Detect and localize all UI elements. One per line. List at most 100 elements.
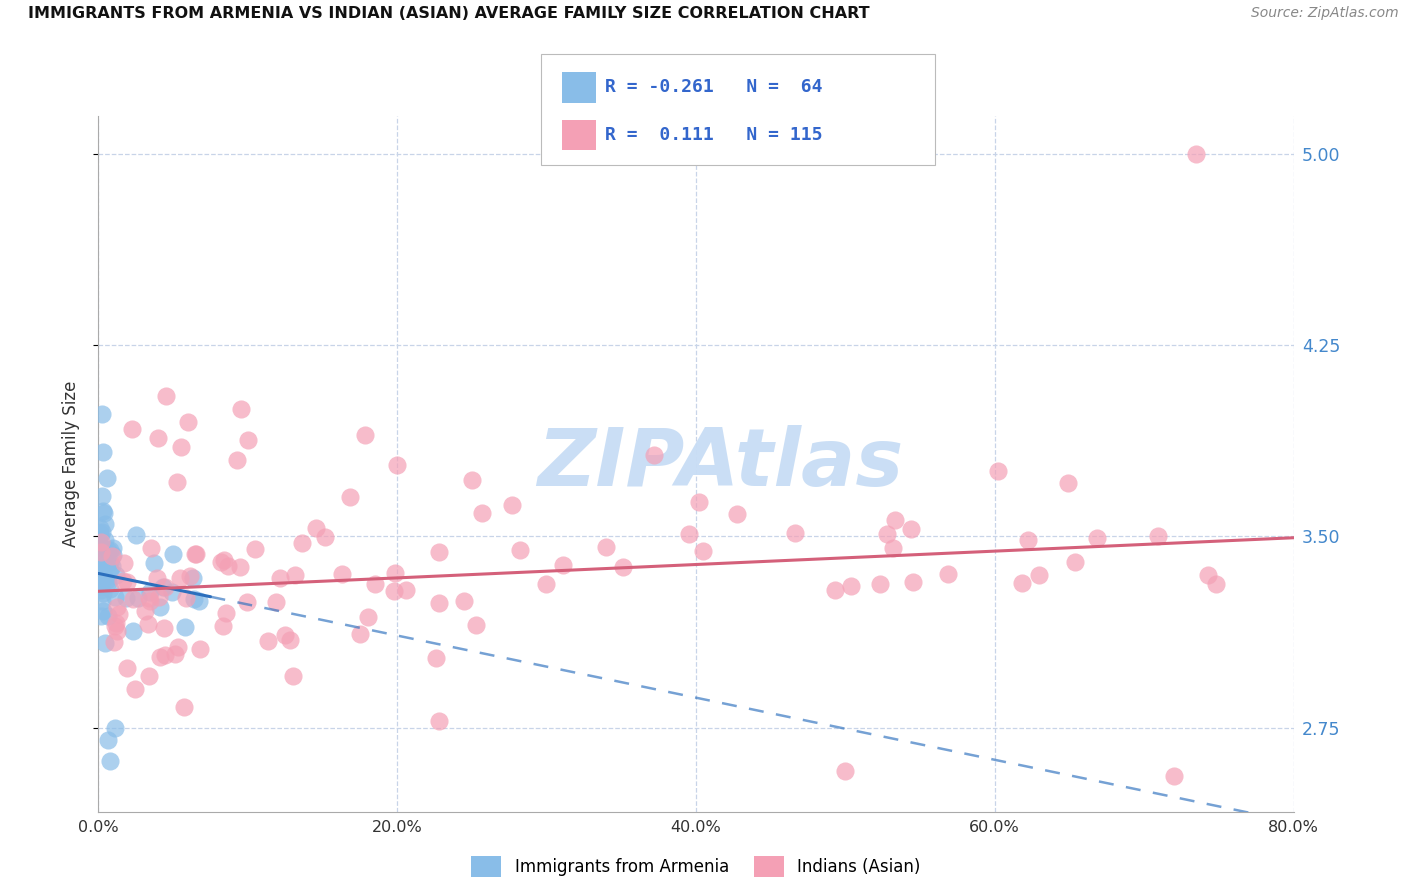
Point	[612, 559, 634, 574]
Point	[93, 542, 115, 557]
Point	[89, 574, 111, 589]
Point	[142, 556, 165, 570]
Point	[427, 545, 450, 559]
Point	[108, 607, 131, 622]
Point	[256, 634, 278, 648]
Point	[339, 490, 361, 504]
Point	[330, 567, 353, 582]
Text: R =  0.111   N = 115: R = 0.111 N = 115	[605, 126, 823, 144]
Point	[94, 557, 117, 571]
Point	[1197, 567, 1219, 582]
Point	[96, 608, 118, 623]
Point	[98, 754, 121, 768]
Point	[188, 594, 211, 608]
Point	[364, 576, 387, 591]
Point	[553, 558, 575, 572]
Point	[236, 595, 259, 609]
Point	[824, 582, 846, 597]
Point	[226, 453, 249, 467]
Point	[91, 566, 114, 581]
Point	[104, 591, 127, 605]
Point	[96, 573, 118, 587]
Point	[115, 591, 138, 605]
Point	[89, 526, 111, 541]
Point	[179, 569, 201, 583]
Point	[284, 568, 307, 582]
Point	[901, 575, 924, 590]
Point	[100, 582, 122, 596]
Point	[291, 536, 314, 550]
Point	[169, 571, 191, 585]
Point	[281, 668, 304, 682]
Point	[91, 605, 114, 619]
Point	[98, 555, 121, 569]
Point	[173, 700, 195, 714]
Point	[692, 543, 714, 558]
Point	[89, 566, 111, 580]
Point	[841, 579, 863, 593]
Point	[152, 581, 174, 595]
Point	[90, 608, 112, 623]
Point	[215, 606, 238, 620]
Point	[153, 621, 176, 635]
Point	[104, 619, 127, 633]
Point	[146, 572, 169, 586]
Point	[427, 714, 450, 728]
Point	[89, 579, 111, 593]
Point	[236, 433, 259, 447]
Text: IMMIGRANTS FROM ARMENIA VS INDIAN (ASIAN) AVERAGE FAMILY SIZE CORRELATION CHART: IMMIGRANTS FROM ARMENIA VS INDIAN (ASIAN…	[28, 6, 870, 21]
Point	[688, 494, 710, 508]
Point	[643, 448, 665, 462]
Point	[97, 574, 120, 589]
Point	[1063, 555, 1085, 569]
Point	[94, 635, 117, 649]
Point	[1147, 529, 1170, 543]
Point	[167, 640, 190, 654]
Point	[987, 464, 1010, 478]
Point	[453, 594, 475, 608]
Point	[186, 547, 208, 561]
Point	[148, 590, 170, 604]
Point	[89, 563, 111, 577]
Point	[89, 529, 111, 543]
Point	[1017, 533, 1039, 548]
Point	[427, 596, 450, 610]
Point	[124, 681, 146, 696]
Point	[471, 506, 494, 520]
Y-axis label: Average Family Size: Average Family Size	[62, 381, 80, 547]
Point	[89, 568, 111, 582]
Point	[98, 563, 121, 577]
Point	[1028, 568, 1050, 582]
Point	[274, 628, 297, 642]
Point	[155, 648, 177, 663]
Point	[89, 574, 111, 588]
Point	[112, 574, 135, 588]
Point	[138, 669, 160, 683]
Point	[269, 571, 291, 585]
Legend: Immigrants from Armenia, Indians (Asian): Immigrants from Armenia, Indians (Asian)	[464, 850, 928, 883]
Point	[97, 733, 120, 747]
Point	[103, 721, 125, 735]
Point	[166, 475, 188, 489]
Point	[122, 624, 145, 638]
Point	[149, 650, 172, 665]
Point	[231, 402, 253, 417]
Point	[883, 513, 905, 527]
Text: Source: ZipAtlas.com: Source: ZipAtlas.com	[1251, 6, 1399, 21]
Point	[217, 559, 239, 574]
Point	[678, 527, 700, 541]
Point	[278, 632, 301, 647]
Point	[869, 576, 891, 591]
Point	[1056, 476, 1078, 491]
Point	[155, 389, 177, 403]
Point	[534, 576, 557, 591]
Point	[127, 591, 149, 606]
Point	[461, 474, 484, 488]
Point	[209, 555, 232, 569]
Point	[834, 764, 856, 778]
Point	[101, 549, 124, 563]
Point	[90, 574, 112, 589]
Point	[382, 583, 405, 598]
Text: ZIPAtlas: ZIPAtlas	[537, 425, 903, 503]
Point	[357, 610, 380, 624]
